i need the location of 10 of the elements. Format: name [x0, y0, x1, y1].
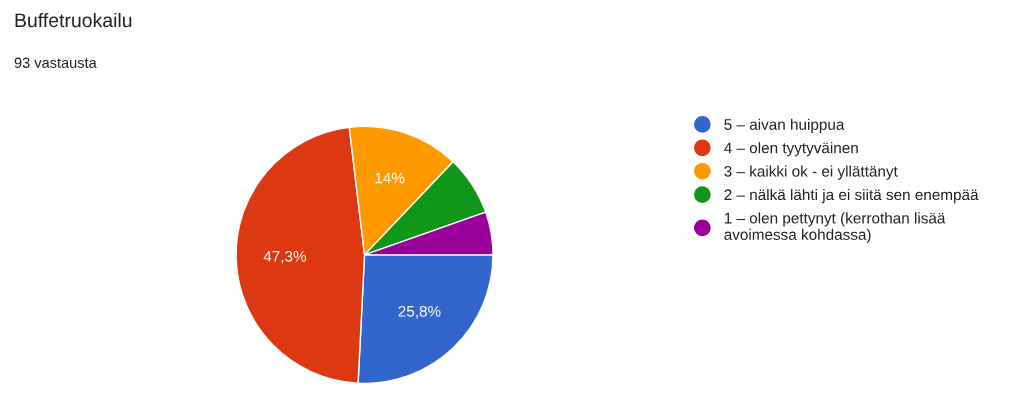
- legend-label: 3 – kaikki ok - ei yllättänyt: [724, 165, 898, 180]
- data-label: 47,3%: [263, 250, 307, 264]
- text: Buffetruokailu: [15, 12, 132, 28]
- text: 93 vastausta: [14, 57, 97, 68]
- legend-label: 5 – aivan huippua: [724, 118, 845, 133]
- legend-label: 4 – olen tyytyväinen: [724, 142, 858, 157]
- legend-label: 2 – nälkä lähti ja ei siitä sen enempää: [724, 188, 979, 204]
- data-label: 25,8%: [398, 305, 441, 319]
- data-label: 14%: [375, 172, 405, 184]
- legend-label: 1 – olen pettynyt (kerrothan lisää avoimessa kohdassa): [724, 212, 946, 243]
